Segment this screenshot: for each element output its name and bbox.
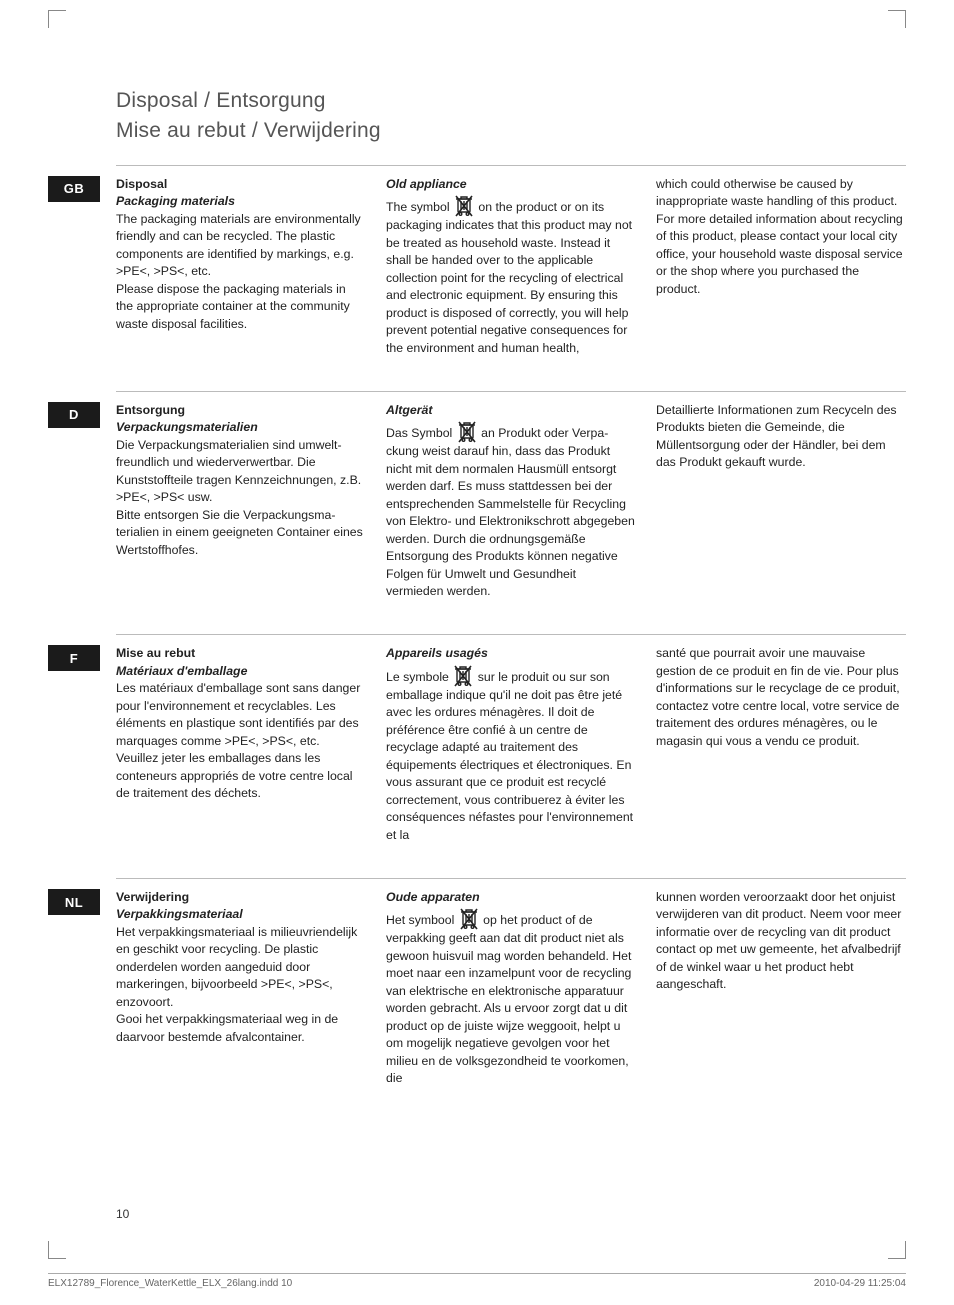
column-old-appliance: Appareils usagés Le symbole sur le produi… bbox=[386, 645, 656, 844]
lang-badge: D bbox=[48, 402, 100, 428]
column-old-appliance: Altgerät Das Symbol an Produkt oder Verpa… bbox=[386, 402, 656, 601]
heading: Entsorgung bbox=[116, 403, 185, 417]
heading: Mise au rebut bbox=[116, 646, 195, 660]
lang-badge: F bbox=[48, 645, 100, 671]
body-text: kunnen worden veroorzaakt door het on­ju… bbox=[656, 889, 906, 994]
column-packaging: VerwijderingVerpakkingsmateriaalHet verp… bbox=[116, 889, 386, 1088]
page: Disposal / Entsorgung Mise au rebut / Ve… bbox=[0, 0, 954, 1305]
page-title: Disposal / Entsorgung Mise au rebut / Ve… bbox=[116, 86, 906, 147]
footer-filename: ELX12789_Florence_WaterKettle_ELX_26lang… bbox=[48, 1278, 292, 1289]
column-continued: santé que pourrait avoir une mauvaise ge… bbox=[656, 645, 906, 844]
column-packaging: EntsorgungVerpackungsmaterialienDie Verp… bbox=[116, 402, 386, 601]
subheading: Packaging materials bbox=[116, 194, 235, 208]
weee-bin-icon bbox=[458, 906, 480, 930]
column-continued: Detaillierte Informationen zum Recyceln … bbox=[656, 402, 906, 601]
crop-mark bbox=[888, 1241, 906, 1259]
column-old-appliance: Old appliance The symbol on the product o… bbox=[386, 176, 656, 357]
lang-section: DEntsorgungVerpackungsmaterialienDie Ver… bbox=[116, 391, 906, 635]
weee-bin-icon bbox=[453, 193, 475, 217]
subheading: Old appliance bbox=[386, 177, 467, 191]
lang-badge: GB bbox=[48, 176, 100, 202]
lang-section: FMise au rebutMatériaux d'emballageLes m… bbox=[116, 634, 906, 878]
column-packaging: DisposalPackaging materialsThe packaging… bbox=[116, 176, 386, 357]
print-footer: ELX12789_Florence_WaterKettle_ELX_26lang… bbox=[48, 1273, 906, 1289]
title-line-2: Mise au rebut / Verwijdering bbox=[116, 116, 906, 146]
page-number: 10 bbox=[116, 1207, 129, 1221]
weee-bin-icon bbox=[456, 419, 478, 443]
content-area: Disposal / Entsorgung Mise au rebut / Ve… bbox=[48, 86, 906, 1122]
column-continued: which could otherwise be caused by inapp… bbox=[656, 176, 906, 357]
lang-section: NLVerwijderingVerpakkingsmateriaalHet ve… bbox=[116, 878, 906, 1122]
heading: Verwijdering bbox=[116, 890, 189, 904]
body-text: Detaillierte Informationen zum Recyceln … bbox=[656, 402, 906, 472]
column-packaging: Mise au rebutMatériaux d'emballageLes ma… bbox=[116, 645, 386, 844]
body-text: Le symbole sur le produit ou sur son emb… bbox=[386, 663, 636, 844]
body-text: which could otherwise be caused by inapp… bbox=[656, 176, 906, 298]
subheading: Matériaux d'emballage bbox=[116, 664, 247, 678]
subheading: Verpackungsmaterialien bbox=[116, 420, 258, 434]
body-text: Het symbool op het product of de verpakk… bbox=[386, 906, 636, 1087]
crop-mark bbox=[48, 10, 66, 28]
subheading: Oude apparaten bbox=[386, 890, 480, 904]
title-line-1: Disposal / Entsorgung bbox=[116, 86, 906, 116]
body-text: The symbol on the product or on its pack… bbox=[386, 193, 636, 357]
footer-timestamp: 2010-04-29 11:25:04 bbox=[814, 1278, 906, 1289]
body-text: Das Symbol an Produkt oder Verpa­ckung w… bbox=[386, 419, 636, 600]
heading: Disposal bbox=[116, 177, 167, 191]
lang-badge: NL bbox=[48, 889, 100, 915]
weee-bin-icon bbox=[452, 663, 474, 687]
column-continued: kunnen worden veroorzaakt door het on­ju… bbox=[656, 889, 906, 1088]
subheading: Altgerät bbox=[386, 403, 432, 417]
lang-section: GBDisposalPackaging materialsThe packagi… bbox=[116, 165, 906, 391]
crop-mark bbox=[888, 10, 906, 28]
body-text: santé que pourrait avoir une mauvaise ge… bbox=[656, 645, 906, 750]
crop-mark bbox=[48, 1241, 66, 1259]
subheading: Verpakkingsmateriaal bbox=[116, 907, 243, 921]
subheading: Appareils usagés bbox=[386, 646, 488, 660]
column-old-appliance: Oude apparaten Het symbool op het product… bbox=[386, 889, 656, 1088]
